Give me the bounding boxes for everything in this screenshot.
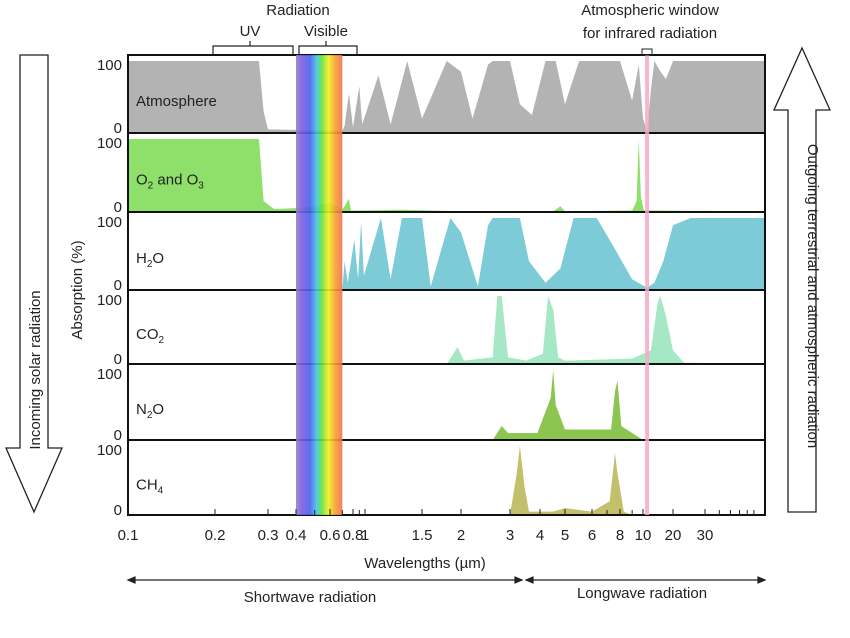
x-tick-label: 30 [697,527,714,544]
panel-co2: CO2 100 0 [97,289,766,368]
outgoing-arrow-icon [772,46,832,513]
y-tick-100: 100 [97,292,122,309]
x-tick-label: 2 [457,527,465,544]
x-tick-label: 4 [536,527,544,544]
panel-ch4: CH4 100 0 [97,439,766,519]
uv-label: UV [240,23,261,40]
window-label-1: Atmospheric window [581,2,719,19]
series-label: H2O [136,250,164,270]
x-axis-label: Wavelengths (µm) [364,555,485,572]
series-label: CH4 [136,477,164,497]
absorption-area [128,139,765,212]
incoming-label: Incoming solar radiation [27,290,44,449]
y-tick-100: 100 [97,442,122,459]
panel-background [128,364,765,440]
atmospheric-window-band [645,55,650,515]
panel-background [128,440,765,515]
series-label: CO2 [136,326,165,346]
x-tick-label: 1.5 [412,527,433,544]
panel-n2o: N2O 100 0 [97,363,766,444]
x-tick-label: 0.6 [320,527,341,544]
series-label: O2 and O3 [136,172,204,192]
y-tick-0: 0 [114,351,122,368]
y-tick-100: 100 [97,366,122,383]
x-tick-label: 6 [588,527,596,544]
x-tick-label: 0.1 [118,527,139,544]
shortwave-label: Shortwave radiation [244,589,377,606]
y-tick-0: 0 [114,199,122,216]
y-axis-label: Absorption (%) [69,240,86,339]
longwave-label: Longwave radiation [577,585,707,602]
title-radiation: Radiation [266,2,329,19]
window-bracket [641,48,653,56]
y-tick-0: 0 [114,427,122,444]
y-tick-0: 0 [114,120,122,137]
y-tick-100: 100 [97,214,122,231]
x-tick-label: 20 [665,527,682,544]
x-tick-label: 0.2 [205,527,226,544]
y-tick-100: 100 [97,135,122,152]
outgoing-label: Outgoing terrestrial and atmospheric rad… [804,144,821,448]
absorption-area [510,446,633,515]
visible-spectrum-band [296,55,343,515]
x-tick-label: 5 [561,527,569,544]
y-tick-100: 100 [97,57,122,74]
panel-o2-and-o3: O2 and O3 100 0 [97,132,766,216]
absorption-area [342,218,765,290]
y-tick-0: 0 [114,277,122,294]
x-tick-label: 0.3 [258,527,279,544]
x-tick-label: 0.4 [286,527,307,544]
panel-atmosphere: Atmosphere 100 0 [97,54,766,137]
x-tick-label: 0.8 [343,527,364,544]
window-label-2: for infrared radiation [583,25,717,42]
shortwave-arrow [126,576,524,584]
visible-label: Visible [304,23,348,40]
visible-bracket [298,41,358,55]
uv-bracket [212,41,294,55]
panel-frame [127,439,766,516]
x-tick-label: 10 [635,527,652,544]
absorption-area [128,61,765,133]
x-tick-label: 8 [616,527,624,544]
panel-h2o: H2O 100 0 [97,211,766,294]
series-label: Atmosphere [136,93,217,110]
absorption-area [492,370,643,440]
incoming-arrow-icon [5,54,63,514]
y-tick-0: 0 [114,502,122,519]
series-label: N2O [136,401,164,421]
longwave-arrow [524,576,767,584]
x-tick-label: 3 [506,527,514,544]
x-tick-label: 1 [361,527,369,544]
